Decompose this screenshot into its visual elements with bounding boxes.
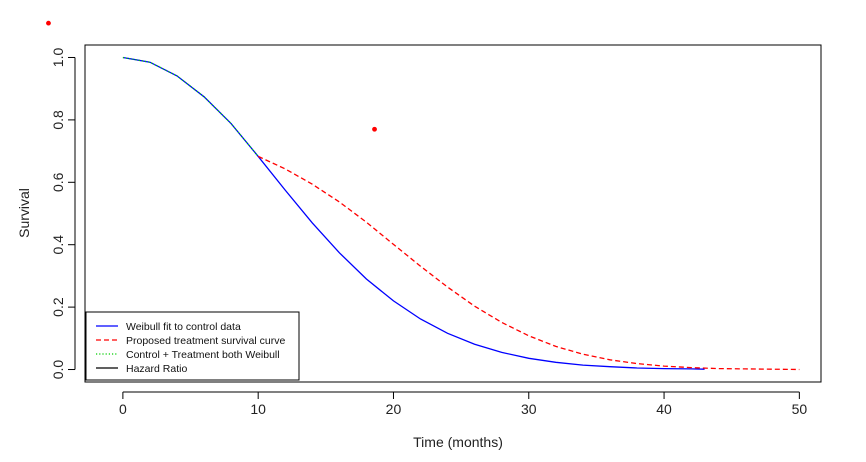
data-point-2 xyxy=(46,20,51,26)
legend-label-3: Control + Treatment both Weibull xyxy=(126,349,280,361)
y-tick-label: 1.0 xyxy=(50,48,66,68)
x-tick-label: 20 xyxy=(386,401,402,417)
y-tick-label: 0.6 xyxy=(50,172,66,192)
x-tick-label: 50 xyxy=(792,401,808,417)
legend-label-4: Hazard Ratio xyxy=(126,363,187,375)
y-tick-label: 0.4 xyxy=(50,235,66,255)
y-tick-label: 0.8 xyxy=(50,110,66,130)
data-layer xyxy=(46,20,800,371)
y-tick-label: 0.2 xyxy=(50,297,66,317)
data-point-1 xyxy=(372,126,377,132)
x-tick-label: 0 xyxy=(119,401,127,417)
x-tick-label: 30 xyxy=(521,401,537,417)
series-line-2 xyxy=(257,155,800,371)
series-line-1 xyxy=(122,56,705,370)
legend: Weibull fit to control data Proposed trea… xyxy=(85,311,300,381)
series-line-3 xyxy=(122,56,259,157)
y-axis-label: Survival xyxy=(16,188,32,238)
legend-label-2: Proposed treatment survival curve xyxy=(126,335,285,347)
legend-box xyxy=(85,311,300,381)
x-axis-label: Time (months) xyxy=(413,434,503,450)
x-tick-label: 10 xyxy=(250,401,266,417)
y-tick-label: 0.0 xyxy=(50,360,66,380)
axes-layer: 0 10 20 30 40 50 0.0 0.2 0.4 0.6 0.8 1.0 xyxy=(50,48,807,417)
x-tick-label: 40 xyxy=(656,401,672,417)
plot-frame xyxy=(84,44,822,383)
legend-label-1: Weibull fit to control data xyxy=(126,321,241,333)
